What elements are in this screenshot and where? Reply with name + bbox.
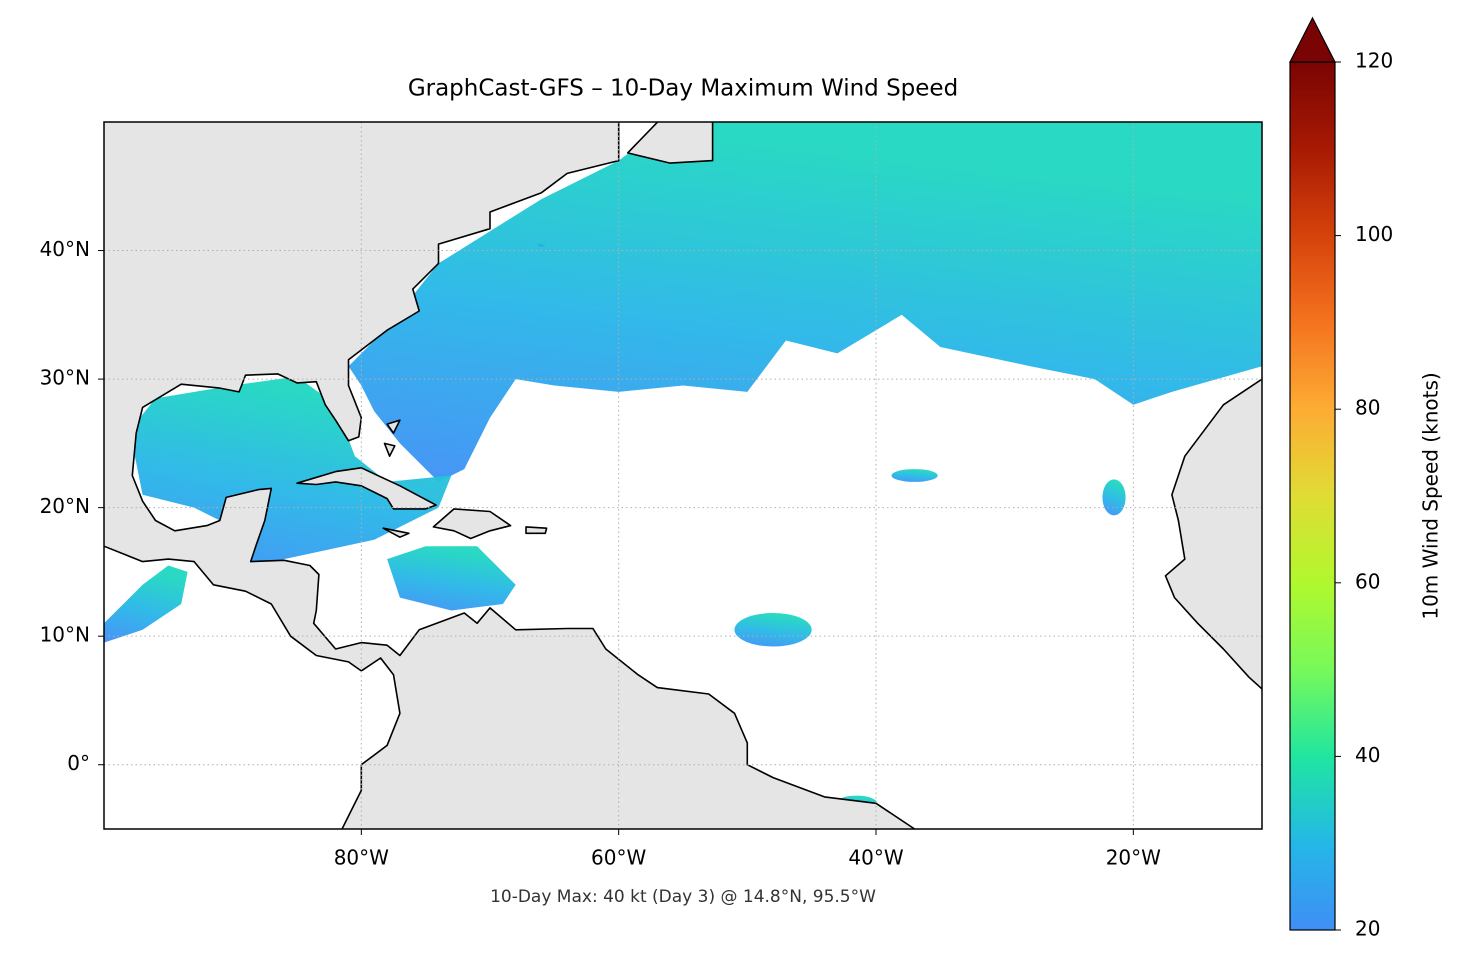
land-shape <box>1164 377 1262 690</box>
land <box>104 122 1262 829</box>
axes: 80°W 60°W 40°W 20°W 0° 10°N 20°N 30°N 40°N <box>40 237 1162 869</box>
colorbar-label: 10m Wind Speed (knots) <box>1419 372 1443 619</box>
graticule <box>104 122 1262 829</box>
colorbar-tick-label: 40 <box>1355 743 1380 767</box>
wind-field-area <box>387 546 516 611</box>
wind-field-area <box>129 376 452 572</box>
x-tick-label: 20°W <box>1106 846 1161 870</box>
land-shape <box>525 526 548 535</box>
colorbar-tick-label: 100 <box>1355 222 1393 246</box>
colorbar-tick-label: 120 <box>1355 49 1393 73</box>
colorbar-tick-label: 80 <box>1355 396 1380 420</box>
y-tick-label: 0° <box>67 751 90 775</box>
map-frame <box>103 121 1263 830</box>
wind-field-area <box>891 469 938 482</box>
colorbar-extend <box>1289 16 1336 63</box>
land-shape <box>382 527 410 539</box>
y-tick-label: 40°N <box>40 237 90 261</box>
map-title: GraphCast-GFS – 10-Day Maximum Wind Spee… <box>408 76 958 102</box>
land-shape <box>383 442 396 458</box>
colorbar: 10m Wind Speed (knots) 20 40 60 80 100 120 <box>1289 16 1443 941</box>
land-shape <box>432 508 512 540</box>
x-tick-label: 40°W <box>848 846 903 870</box>
x-tick-label: 60°W <box>591 846 646 870</box>
land-shape <box>296 466 437 510</box>
wind-field-area <box>1102 479 1126 516</box>
wind-field-area <box>104 565 188 643</box>
y-tick-label: 10°N <box>40 623 90 647</box>
map-area <box>104 122 1262 829</box>
colorbar-gradient <box>1289 61 1336 931</box>
annotation: 10-Day Max: 40 kt (Day 3) @ 14.8°N, 95.5… <box>490 887 876 907</box>
colorbar-tick-label: 60 <box>1355 569 1380 593</box>
x-tick-label: 80°W <box>334 846 389 870</box>
land-shape <box>386 419 401 434</box>
wind-field-area <box>537 241 546 247</box>
land-shape <box>626 122 714 164</box>
wind-field-area <box>734 613 812 647</box>
wind-field-area <box>348 122 1262 482</box>
y-tick-label: 20°N <box>40 494 90 518</box>
y-tick-label: 30°N <box>40 366 90 390</box>
colorbar-tick-label: 20 <box>1355 917 1380 941</box>
land-shape <box>104 122 916 829</box>
